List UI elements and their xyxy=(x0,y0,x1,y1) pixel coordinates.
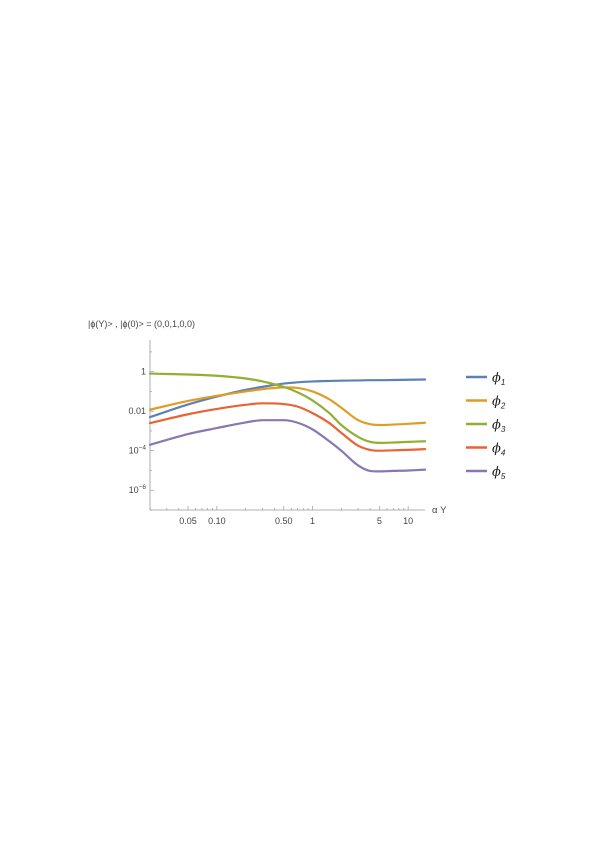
legend-label-phi1: ϕ1 xyxy=(492,371,505,387)
legend-label-phi2: ϕ2 xyxy=(492,395,506,411)
y-tick-label: 10−4 xyxy=(129,445,147,456)
series-line-phi1 xyxy=(148,378,427,419)
x-tick-label: 0.05 xyxy=(179,516,197,526)
y-tick-label: 0.01 xyxy=(128,406,146,416)
y-ticks: 1 0.01 10−4 10−6 xyxy=(128,351,154,511)
x-axis-label: α Y xyxy=(432,505,447,516)
x-tick-label: 1 xyxy=(310,516,315,526)
x-ticks: 0.05 0.10 0.50 1 5 10 xyxy=(149,506,413,526)
x-tick-label: 0.50 xyxy=(275,516,293,526)
y-tick-label: 10−6 xyxy=(129,484,147,495)
series-line-phi4 xyxy=(148,402,427,452)
x-tick-label: 0.10 xyxy=(208,516,226,526)
legend: ϕ1 ϕ2 ϕ3 ϕ4 ϕ5 xyxy=(466,371,506,481)
legend-label-phi4: ϕ4 xyxy=(492,442,506,458)
chart-title: |ϕ(Y)> , |ϕ(0)> = (0,0,1,0,0) xyxy=(88,319,195,329)
series-line-phi3 xyxy=(148,372,427,444)
series-line-phi5 xyxy=(148,419,427,473)
x-tick-label: 5 xyxy=(377,516,382,526)
series-lines xyxy=(148,372,427,473)
y-tick-label: 1 xyxy=(141,367,146,377)
legend-label-phi5: ϕ5 xyxy=(492,465,506,481)
legend-label-phi3: ϕ3 xyxy=(492,418,506,434)
series-line-phi2 xyxy=(148,386,427,427)
x-tick-label: 10 xyxy=(403,516,413,526)
